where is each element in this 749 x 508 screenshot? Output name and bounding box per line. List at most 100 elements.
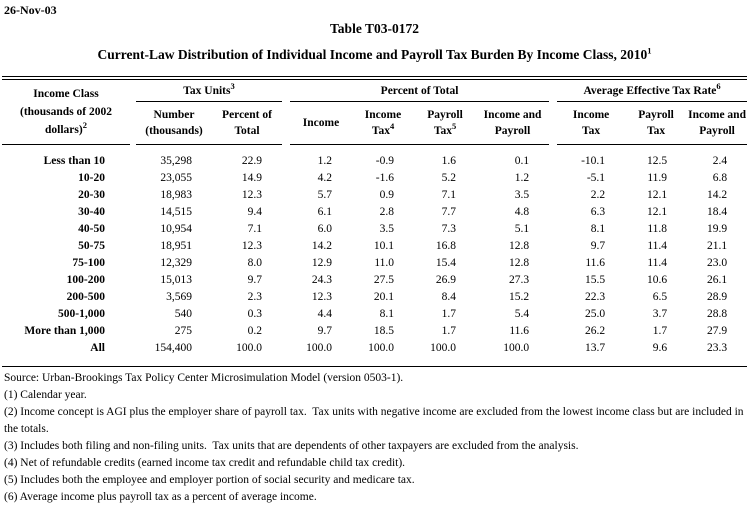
- table-row: 10-20 23,055 14.9 4.2 -1.6 5.2 1.2 -5.1 11.9 6.8: [2, 170, 747, 187]
- cell-value: 11.6: [509, 325, 530, 337]
- column-gap: [549, 306, 557, 323]
- cell-value: 5.7: [317, 189, 333, 201]
- footnote: Source: Urban-Brookings Tax Policy Cente…: [4, 372, 404, 384]
- table-row: 30-40 14,515 9.4 6.1 2.8 7.7 4.8 6.3 12.1 18.4: [2, 204, 747, 221]
- cell-value: 10.6: [646, 274, 668, 286]
- cell-value: 100.0: [236, 342, 263, 354]
- cell-value: 5.4: [514, 308, 530, 320]
- table-row: 500-1,000 540 0.3 4.4 8.1 1.7 5.4 25.0 3.7 28.8: [2, 306, 747, 323]
- cell-value: 540: [174, 308, 192, 320]
- column-gap: [549, 238, 557, 255]
- column-gap: [282, 255, 290, 272]
- page-title-text: Current-Law Distribution of Individual I…: [97, 47, 648, 62]
- column-gap: [549, 80, 557, 145]
- title-footnote-marker: 1: [647, 45, 652, 56]
- column-gap: [549, 204, 557, 221]
- footnote: (1) Calendar year.: [4, 389, 87, 401]
- column-gap: [282, 238, 290, 255]
- cell-value: 25.0: [584, 308, 606, 320]
- group-header-percent-of-total: Percent of Total: [290, 80, 550, 102]
- cell-value: 12.8: [508, 257, 530, 269]
- cell-value: 22.9: [241, 155, 263, 167]
- column-gap: [282, 187, 290, 204]
- cell-value: 14,515: [160, 206, 192, 218]
- income-class-column-header: Income Class (thousands of 2002 dollars)…: [2, 80, 130, 145]
- table-row: 40-50 10,954 7.1 6.0 3.5 7.3 5.1 8.1 11.8 19.9: [2, 221, 747, 238]
- footnotes-section: Source: Urban-Brookings Tax Policy Cente…: [2, 370, 747, 506]
- cell-value: 4.4: [317, 308, 333, 320]
- cell-value: 6.0: [317, 223, 333, 235]
- cell-value: 9.6: [652, 342, 668, 354]
- avg-rate-footnote-marker: 6: [716, 80, 721, 91]
- column-gap: [282, 170, 290, 187]
- cell-value: 1.6: [441, 155, 457, 167]
- cell-value: 11.4: [647, 240, 668, 252]
- column-header: Income and Payroll: [476, 101, 550, 145]
- cell-value: 18,951: [160, 240, 192, 252]
- column-header: Income and Payroll: [687, 101, 748, 145]
- column-gap: [549, 187, 557, 204]
- income-class-label: 40-50: [78, 223, 105, 235]
- cell-value: 1.2: [317, 155, 333, 167]
- cell-value: 3.5: [514, 189, 530, 201]
- cell-value: -5.1: [586, 172, 606, 184]
- column-gap: [549, 323, 557, 340]
- cell-value: 12.1: [646, 206, 668, 218]
- cell-value: 2.2: [590, 189, 606, 201]
- cell-value: 100.0: [430, 342, 457, 354]
- cell-value: 20.1: [373, 291, 395, 303]
- column-header: Payroll Tax: [625, 101, 688, 145]
- cell-value: 22.3: [584, 291, 606, 303]
- cell-value: 14.9: [241, 172, 263, 184]
- column-header: Payroll Tax5: [414, 101, 477, 145]
- cell-value: 5.1: [514, 223, 530, 235]
- table-bottom-rule: [2, 366, 747, 367]
- table-row: 20-30 18,983 12.3 5.7 0.9 7.1 3.5 2.2 12.1 14.2: [2, 187, 747, 204]
- column-header: Income Tax4: [352, 101, 415, 145]
- cell-value: 23,055: [160, 172, 192, 184]
- cell-value: 6.1: [317, 206, 333, 218]
- cell-value: 28.9: [706, 291, 728, 303]
- cell-value: 3.7: [652, 308, 668, 320]
- cell-value: 15,013: [160, 274, 192, 286]
- cell-value: 9.4: [247, 206, 263, 218]
- column-header: Number (thousands): [136, 101, 212, 145]
- cell-value: 23.0: [706, 257, 728, 269]
- cell-value: 2.3: [247, 291, 263, 303]
- cell-value: -0.9: [375, 155, 395, 167]
- column-gap: [282, 221, 290, 238]
- cell-value: 13.7: [584, 342, 606, 354]
- group-header-tax-units: Tax Units3: [136, 80, 283, 102]
- cell-value: 12,329: [160, 257, 192, 269]
- cell-value: 12.3: [241, 189, 263, 201]
- cell-value: 3.5: [379, 223, 395, 235]
- cell-value: 18,983: [160, 189, 192, 201]
- income-class-label: 10-20: [78, 172, 105, 184]
- cell-value: 100.0: [306, 342, 333, 354]
- income-class-header-line2: (thousands of 2002: [19, 106, 113, 118]
- page-title: Current-Law Distribution of Individual I…: [2, 45, 747, 63]
- cell-value: 27.5: [373, 274, 395, 286]
- cell-value: 23.3: [706, 342, 728, 354]
- cell-value: 28.8: [706, 308, 728, 320]
- column-header: Percent of Total: [212, 101, 283, 145]
- cell-value: 7.1: [247, 223, 263, 235]
- cell-value: 154,400: [154, 342, 192, 354]
- cell-value: 0.3: [247, 308, 263, 320]
- cell-value: 27.9: [706, 325, 728, 337]
- group-header-row: Income Class (thousands of 2002 dollars)…: [2, 80, 748, 145]
- cell-value: 11.6: [585, 257, 606, 269]
- income-class-label: 75-100: [72, 257, 105, 269]
- income-class-label: 500-1,000: [58, 308, 105, 320]
- footnote-marker: 4: [389, 121, 395, 132]
- cell-value: 1.7: [652, 325, 668, 337]
- cell-value: 24.3: [311, 274, 333, 286]
- cell-value: 8.4: [441, 291, 457, 303]
- cell-value: 27.3: [508, 274, 530, 286]
- cell-value: 275: [174, 325, 192, 337]
- cell-value: 5.2: [441, 172, 457, 184]
- table-top-double-rule: [2, 76, 747, 80]
- cell-value: 14.2: [311, 240, 333, 252]
- cell-value: 1.7: [441, 308, 457, 320]
- cell-value: 26.2: [584, 325, 606, 337]
